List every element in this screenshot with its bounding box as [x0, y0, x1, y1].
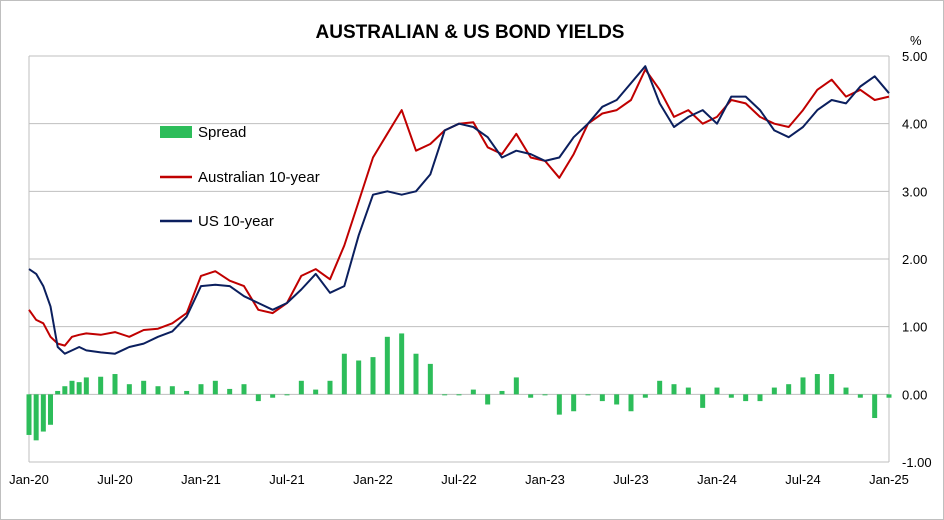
spread-bar: [499, 390, 505, 395]
spread-bar: [198, 384, 204, 395]
spread-bar: [843, 387, 849, 395]
spread-bar: [427, 363, 433, 395]
x-tick-label: Jan-21: [181, 472, 221, 487]
legend-spread-label: Spread: [198, 124, 246, 141]
spread-bar: [642, 394, 648, 398]
spread-bar: [40, 394, 46, 432]
spread-bar: [62, 386, 68, 395]
spread-bar: [212, 380, 218, 395]
spread-bar: [141, 380, 147, 395]
spread-bar: [685, 387, 691, 395]
spread-bar: [184, 390, 190, 395]
spread-bar: [743, 394, 749, 402]
x-tick-label: Jul-22: [441, 472, 476, 487]
y-tick-label: 2.00: [902, 252, 927, 267]
spread-bar: [327, 380, 333, 395]
spread-bar: [628, 394, 634, 412]
y-tick-label: -1.00: [902, 455, 932, 470]
spread-bar: [227, 388, 233, 395]
spread-bar: [399, 333, 405, 395]
spread-bar: [771, 387, 777, 395]
spread-bar: [714, 387, 720, 395]
spread-bar: [671, 384, 677, 395]
spread-bar: [48, 394, 53, 425]
spread-bar: [571, 394, 577, 412]
spread-bar: [528, 394, 534, 398]
spread-bar: [241, 384, 247, 395]
spread-bar: [126, 384, 132, 395]
y-tick-label: 1.00: [902, 320, 927, 335]
chart-title: AUSTRALIAN & US BOND YIELDS: [316, 22, 625, 43]
spread-bar: [470, 389, 476, 395]
spread-bar: [886, 394, 892, 398]
spread-bar: [585, 394, 591, 396]
x-tick-label: Jul-23: [613, 472, 648, 487]
spread-bar: [284, 394, 290, 396]
spread-bar: [76, 382, 82, 395]
us-10y-line: [28, 65, 890, 355]
spread-bar: [786, 384, 792, 395]
spread-bar: [55, 390, 61, 395]
spread-bar: [341, 353, 347, 395]
y-tick-label: 3.00: [902, 184, 927, 199]
spread-bar: [542, 394, 548, 396]
spread-bar: [33, 394, 39, 441]
spread-bar: [614, 394, 620, 405]
x-tick-label: Jul-20: [97, 472, 132, 487]
spread-bar: [155, 386, 161, 395]
spread-bar: [657, 380, 663, 395]
spread-bar: [413, 353, 419, 395]
spread-bar: [313, 389, 319, 395]
spread-bar: [700, 394, 706, 408]
spread-bar: [872, 394, 878, 419]
x-tick-label: Jan-25: [869, 472, 909, 487]
y-tick-label: 4.00: [902, 117, 927, 132]
spread-bar: [599, 394, 605, 402]
spread-bar: [298, 380, 304, 395]
spread-bar: [556, 394, 562, 415]
x-tick-label: Jul-21: [269, 472, 304, 487]
spread-bar: [270, 394, 276, 398]
spread-bar: [384, 336, 390, 395]
x-tick-label: Jan-22: [353, 472, 393, 487]
x-tick-label: Jul-24: [785, 472, 820, 487]
spread-bar: [98, 376, 104, 395]
spread-bar: [485, 394, 491, 405]
legend: Spread Australian 10-year US 10-year: [160, 124, 320, 230]
au-10y-line: [28, 68, 890, 347]
x-tick-label: Jan-24: [697, 472, 737, 487]
legend-spread-swatch: [160, 126, 192, 138]
spread-bar: [814, 374, 820, 395]
spread-bar: [26, 394, 32, 435]
spread-bar: [370, 357, 376, 395]
legend-us-10y-label: US 10-year: [198, 213, 274, 230]
legend-au-10y-label: Australian 10-year: [198, 169, 320, 186]
x-tick-label: Jan-20: [9, 472, 49, 487]
y-tick-label: 5.00: [902, 49, 927, 64]
spread-bar: [442, 394, 448, 396]
y-axis-unit-label: %: [910, 33, 922, 48]
spread-bar: [255, 394, 261, 402]
x-tick-label: Jan-23: [525, 472, 565, 487]
spread-bar: [757, 394, 763, 402]
spread-bar: [112, 374, 118, 395]
spread-bar: [829, 374, 835, 395]
spread-bar: [456, 394, 462, 396]
spread-bar: [83, 377, 89, 395]
spread-bar: [513, 377, 519, 395]
spread-bar: [728, 394, 734, 398]
spread-bar: [857, 394, 863, 398]
spread-bar: [169, 386, 175, 395]
spread-bar: [800, 377, 806, 395]
spread-bar: [356, 360, 362, 395]
spread-bar: [69, 380, 75, 395]
y-tick-label: 0.00: [902, 387, 927, 402]
